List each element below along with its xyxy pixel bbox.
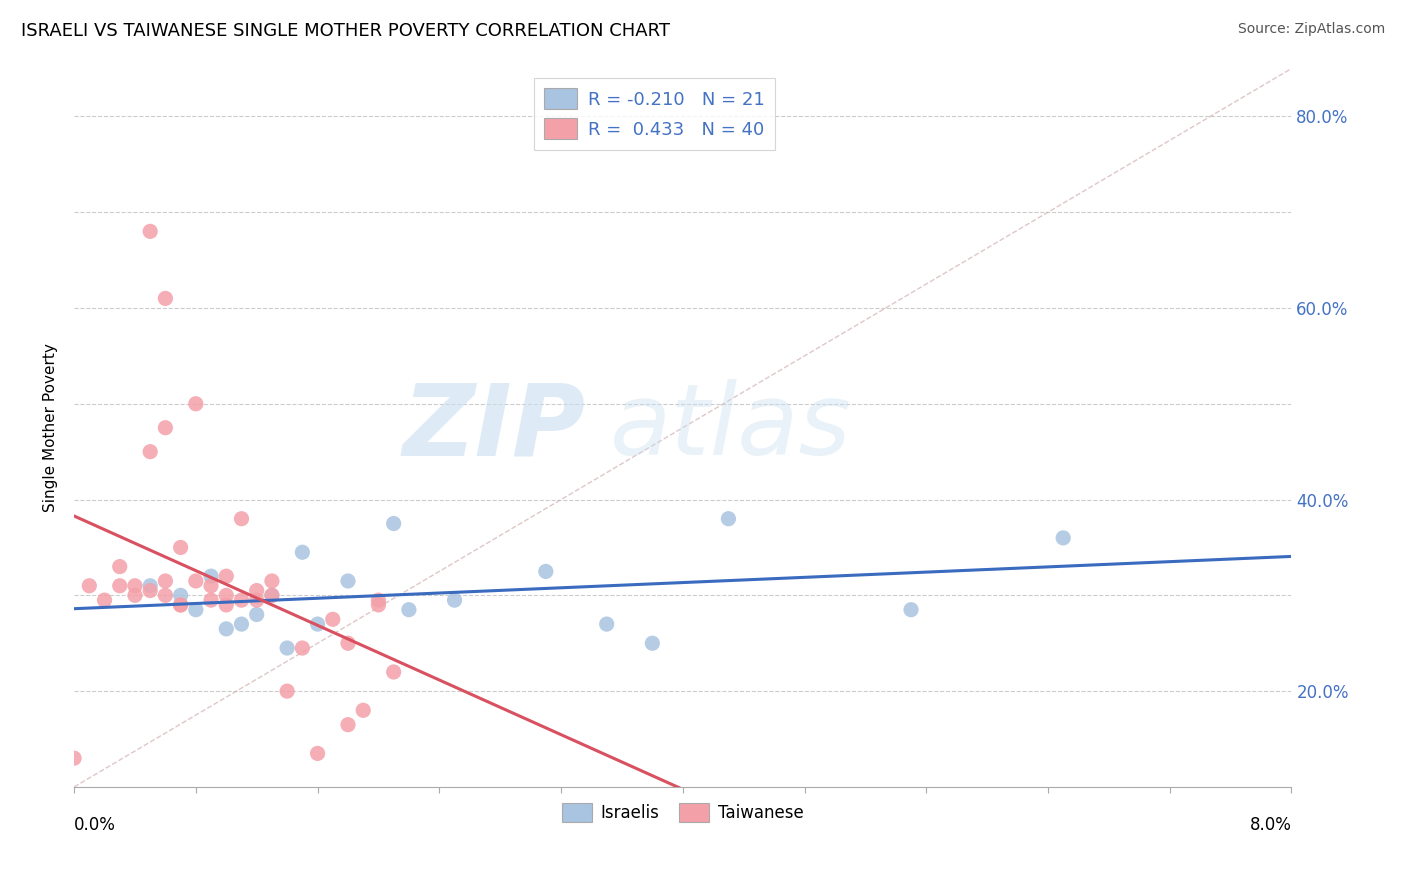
Point <box>200 579 222 593</box>
Point <box>200 593 222 607</box>
Point <box>717 512 740 526</box>
Point <box>291 545 314 559</box>
Point <box>184 574 207 588</box>
Point <box>260 588 283 602</box>
Point <box>215 588 238 602</box>
Point <box>139 224 162 238</box>
Point <box>322 612 344 626</box>
Point <box>900 603 922 617</box>
Point <box>155 421 177 435</box>
Point <box>352 703 374 717</box>
Point <box>215 569 238 583</box>
Point <box>337 636 360 650</box>
Text: 8.0%: 8.0% <box>1250 815 1292 834</box>
Point <box>155 588 177 602</box>
Text: 0.0%: 0.0% <box>75 815 115 834</box>
Point <box>291 640 314 655</box>
Point <box>93 593 115 607</box>
Point <box>139 444 162 458</box>
Point <box>276 684 298 698</box>
Point <box>155 574 177 588</box>
Point <box>534 565 557 579</box>
Point <box>260 574 283 588</box>
Point <box>169 541 191 555</box>
Point <box>169 588 191 602</box>
Point <box>641 636 664 650</box>
Text: ISRAELI VS TAIWANESE SINGLE MOTHER POVERTY CORRELATION CHART: ISRAELI VS TAIWANESE SINGLE MOTHER POVER… <box>21 22 671 40</box>
Text: Source: ZipAtlas.com: Source: ZipAtlas.com <box>1237 22 1385 37</box>
Point <box>307 617 329 632</box>
Point <box>307 747 329 761</box>
Point <box>169 598 191 612</box>
Point <box>215 622 238 636</box>
Point <box>443 593 465 607</box>
Point <box>231 512 253 526</box>
Point <box>367 593 389 607</box>
Point <box>184 397 207 411</box>
Point <box>169 598 191 612</box>
Point <box>246 607 269 622</box>
Point <box>246 593 269 607</box>
Point <box>215 598 238 612</box>
Point <box>184 603 207 617</box>
Text: atlas: atlas <box>610 379 852 476</box>
Legend: Israelis, Taiwanese: Israelis, Taiwanese <box>555 797 810 829</box>
Text: ZIP: ZIP <box>402 379 585 476</box>
Point <box>276 640 298 655</box>
Point <box>398 603 420 617</box>
Point <box>246 583 269 598</box>
Point <box>79 579 101 593</box>
Point <box>108 579 131 593</box>
Point <box>260 588 283 602</box>
Point <box>337 574 360 588</box>
Point <box>367 598 389 612</box>
Point <box>139 583 162 598</box>
Point <box>382 516 405 531</box>
Point <box>1052 531 1074 545</box>
Point <box>596 617 619 632</box>
Point <box>155 292 177 306</box>
Point <box>124 579 146 593</box>
Point <box>200 569 222 583</box>
Point <box>124 588 146 602</box>
Point <box>382 665 405 679</box>
Point <box>231 617 253 632</box>
Point <box>108 559 131 574</box>
Point <box>139 579 162 593</box>
Point <box>231 593 253 607</box>
Y-axis label: Single Mother Poverty: Single Mother Poverty <box>44 343 58 512</box>
Point <box>337 717 360 731</box>
Point <box>63 751 86 765</box>
